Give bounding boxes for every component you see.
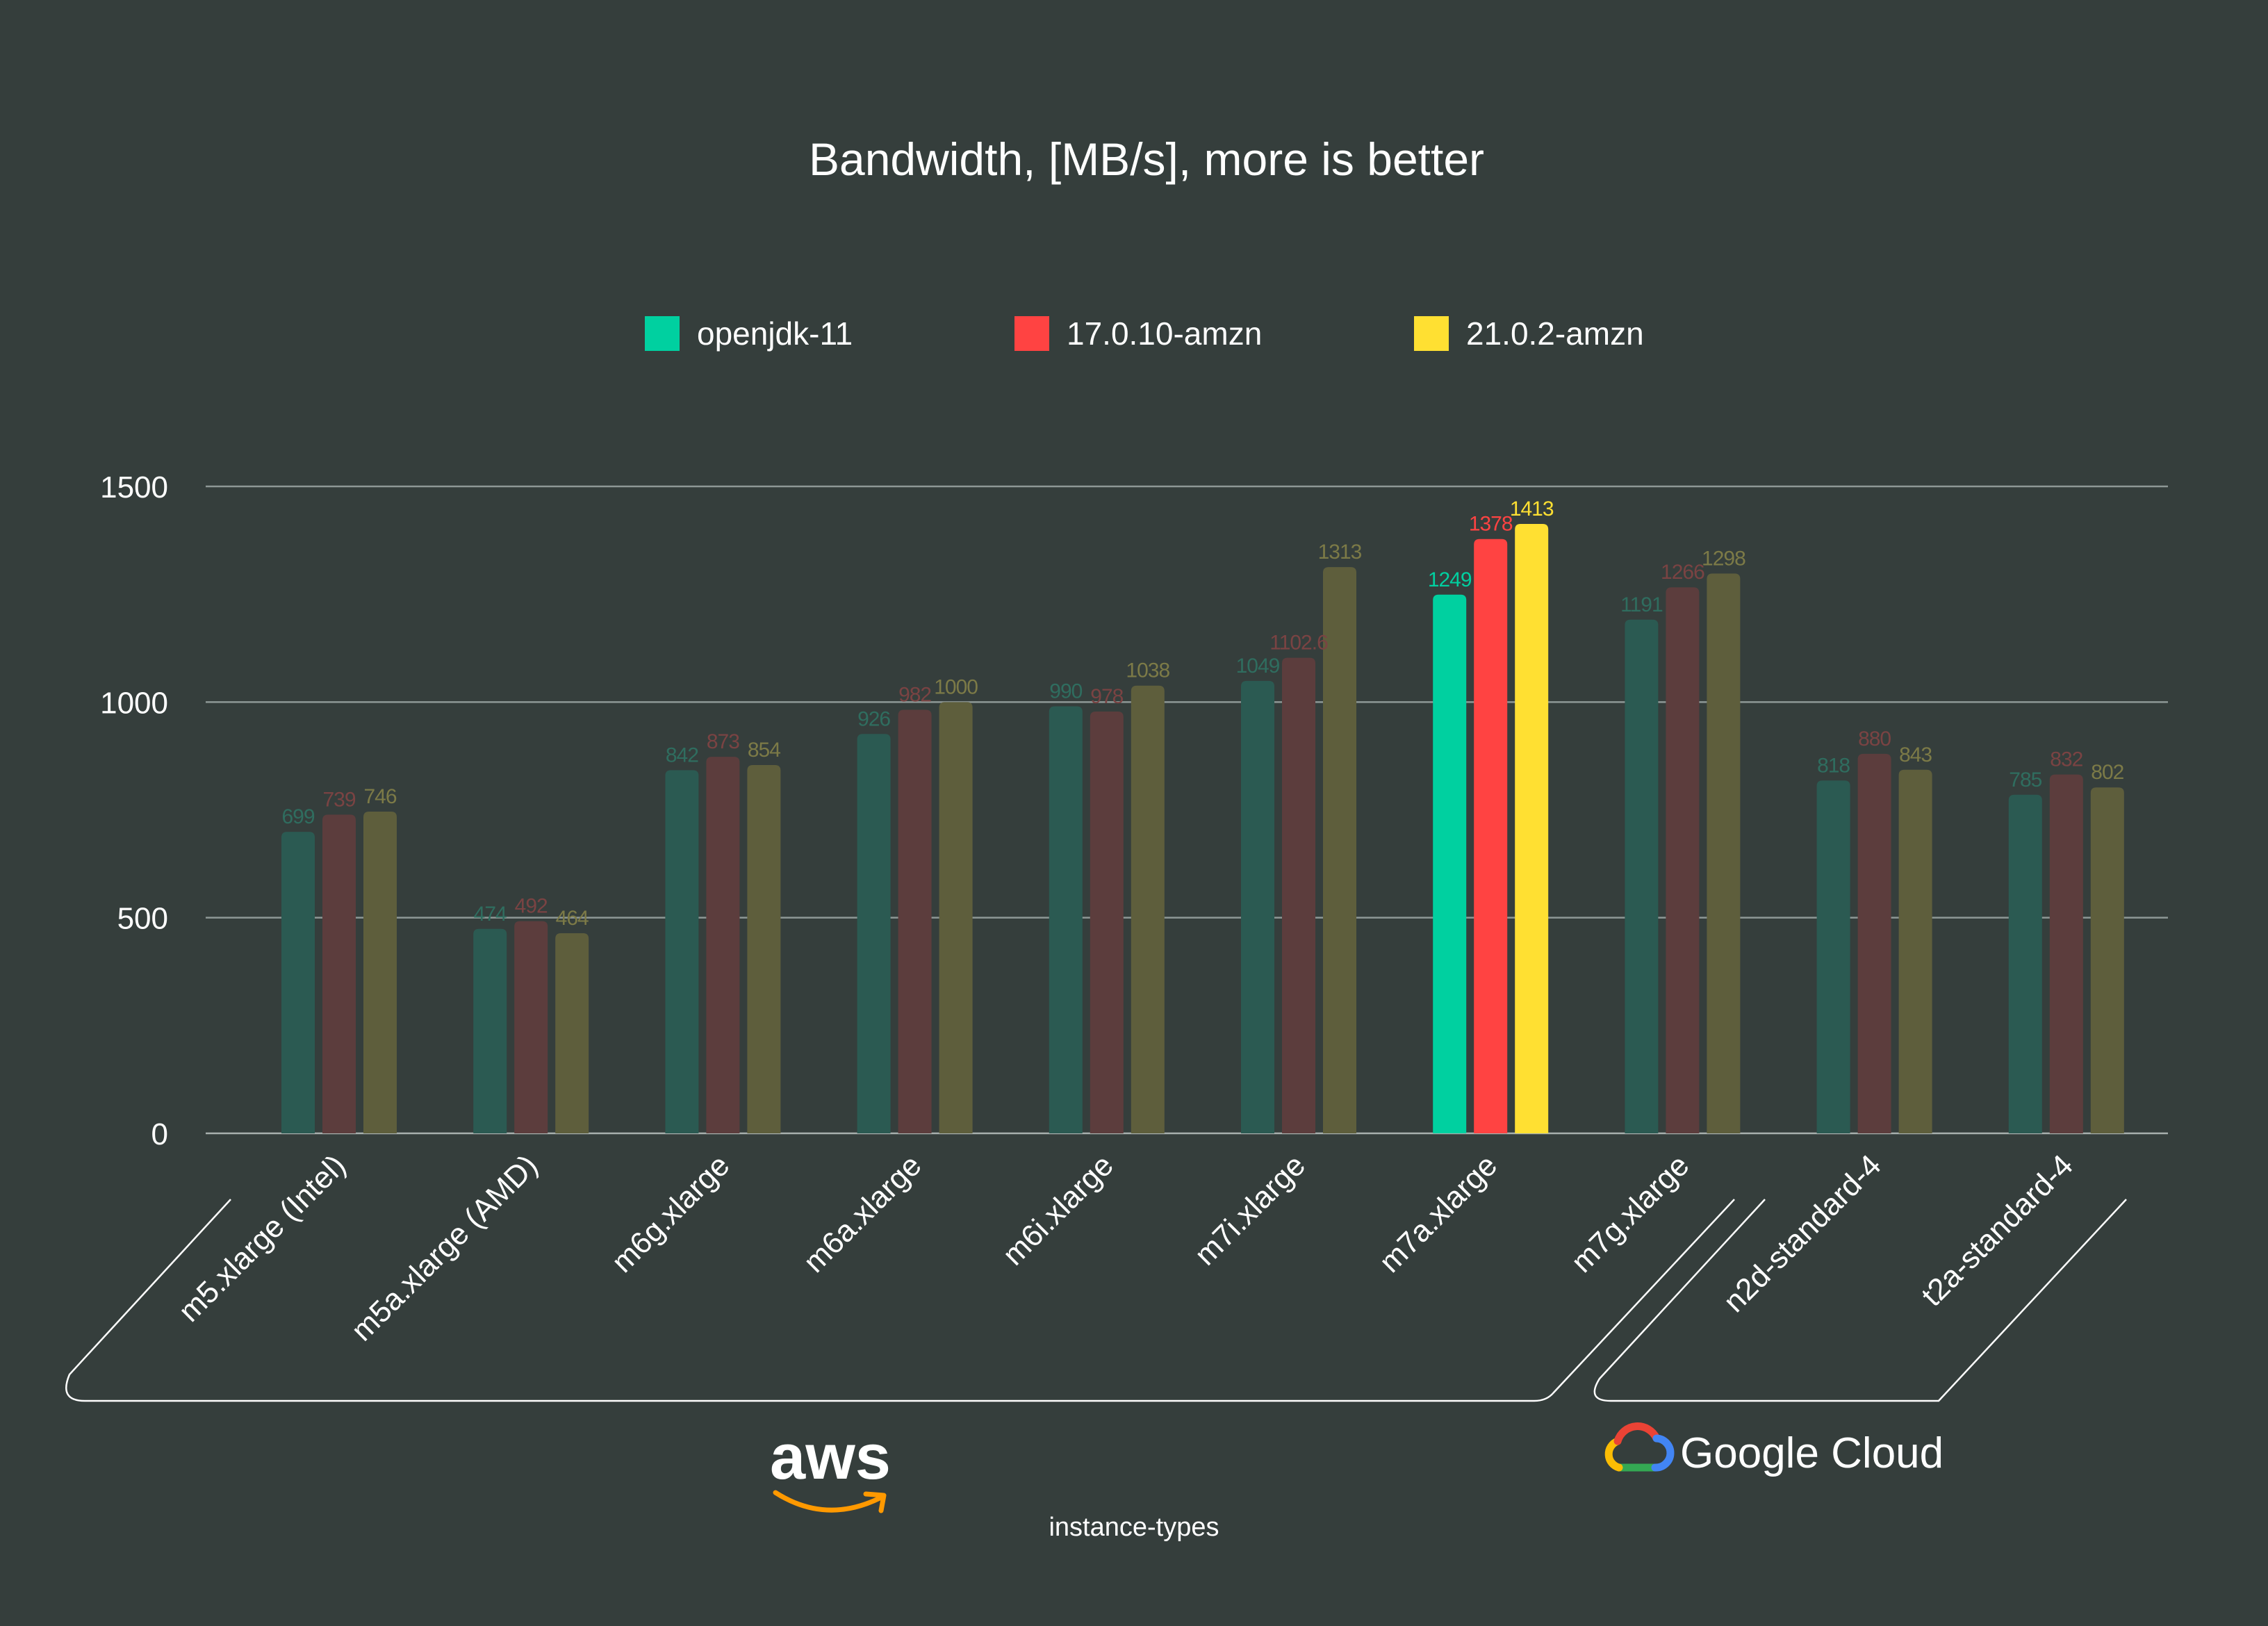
value-label: 1413 bbox=[1510, 498, 1554, 520]
value-label: 746 bbox=[363, 785, 396, 808]
legend-label: 21.0.2-amzn bbox=[1466, 315, 1644, 352]
bar bbox=[939, 702, 973, 1133]
bar bbox=[898, 709, 932, 1133]
value-label: 978 bbox=[1090, 685, 1123, 708]
value-label: 1378 bbox=[1469, 513, 1513, 536]
chart-title: Bandwidth, [MB/s], more is better bbox=[809, 133, 1484, 185]
value-label: 492 bbox=[515, 895, 548, 918]
legend-label: openjdk-11 bbox=[697, 315, 853, 352]
category-label: n2d-standard-4 bbox=[1717, 1148, 1888, 1319]
bar bbox=[2008, 794, 2042, 1133]
bar bbox=[2090, 787, 2124, 1133]
category-label: m7i.xlarge bbox=[1188, 1148, 1312, 1272]
value-label: 699 bbox=[281, 805, 314, 828]
value-label: 464 bbox=[556, 907, 589, 930]
category-label: m6i.xlarge bbox=[996, 1148, 1120, 1272]
value-label: 474 bbox=[474, 903, 507, 926]
aws-arrow-icon bbox=[863, 1491, 887, 1513]
category-label: t2a-standard-4 bbox=[1915, 1148, 2080, 1313]
bar bbox=[1666, 587, 1700, 1133]
bar bbox=[1898, 769, 1932, 1133]
aws-logo: aws bbox=[770, 1422, 891, 1513]
y-tick-label: 0 bbox=[151, 1117, 168, 1151]
bar bbox=[1707, 573, 1741, 1133]
value-label: 785 bbox=[2009, 769, 2041, 791]
svg-text:Google Cloud: Google Cloud bbox=[1680, 1429, 1944, 1477]
bar bbox=[1282, 657, 1315, 1133]
category-label: m6a.xlarge bbox=[797, 1148, 928, 1279]
bar bbox=[1433, 594, 1467, 1133]
y-tick-label: 1500 bbox=[100, 470, 168, 504]
value-label: 802 bbox=[2091, 761, 2123, 784]
x-axis-categories: m5.xlarge (Intel)m5a.xlarge (AMD) m6g.xla… bbox=[172, 1148, 2080, 1347]
bar bbox=[1131, 685, 1165, 1133]
value-label: 1049 bbox=[1236, 655, 1280, 678]
bar bbox=[857, 734, 891, 1133]
y-axis-ticks: 0 500 1000 1500 bbox=[100, 470, 168, 1151]
legend-swatch bbox=[1414, 316, 1449, 351]
bar bbox=[473, 928, 507, 1133]
aws-smile-icon bbox=[773, 1490, 882, 1513]
bar bbox=[706, 757, 740, 1133]
value-label: 854 bbox=[748, 739, 780, 762]
bar bbox=[281, 832, 315, 1133]
value-label: 873 bbox=[707, 730, 739, 753]
bar bbox=[665, 770, 699, 1133]
google-cloud-icon bbox=[1604, 1422, 1675, 1472]
legend-swatch bbox=[1014, 316, 1049, 351]
value-label: 1249 bbox=[1428, 568, 1472, 591]
value-label: 818 bbox=[1817, 754, 1850, 777]
bar bbox=[1474, 539, 1508, 1133]
value-label: 982 bbox=[898, 684, 931, 707]
value-label: 1038 bbox=[1126, 659, 1169, 682]
value-label: 1298 bbox=[1702, 547, 1745, 570]
y-tick-label: 1000 bbox=[100, 686, 168, 720]
legend-swatch bbox=[645, 316, 680, 351]
category-label: m5a.xlarge (AMD) bbox=[345, 1148, 544, 1347]
bar bbox=[555, 933, 589, 1133]
bar bbox=[1515, 523, 1549, 1133]
bar bbox=[1090, 711, 1124, 1133]
value-label: 926 bbox=[857, 707, 890, 730]
bar bbox=[1241, 680, 1274, 1133]
value-label: 1000 bbox=[934, 675, 978, 698]
svg-text:aws: aws bbox=[770, 1422, 891, 1493]
bar bbox=[1625, 619, 1659, 1133]
value-labels: 699 739 746 474 492 464 842 873 854 926 982 1000 990… bbox=[281, 498, 2124, 930]
aws-group-bracket bbox=[65, 1199, 1735, 1402]
bar bbox=[363, 811, 397, 1133]
google-cloud-logo: Google Cloud bbox=[1604, 1422, 1944, 1477]
value-label: 832 bbox=[2050, 748, 2082, 771]
bar bbox=[747, 764, 781, 1133]
value-label: 1313 bbox=[1318, 541, 1362, 564]
x-axis-label: instance-types bbox=[1049, 1513, 1219, 1542]
bar bbox=[1323, 567, 1356, 1133]
bar bbox=[322, 814, 356, 1133]
category-label: m7g.xlarge bbox=[1565, 1148, 1696, 1279]
value-label: 990 bbox=[1049, 680, 1082, 703]
category-label: m5.xlarge (Intel) bbox=[172, 1148, 352, 1328]
category-label: m6g.xlarge bbox=[605, 1148, 737, 1279]
value-label: 739 bbox=[322, 788, 355, 811]
category-label: m7a.xlarge bbox=[1373, 1148, 1504, 1279]
value-label: 880 bbox=[1858, 728, 1891, 750]
legend: openjdk-11 17.0.10-amzn 21.0.2-amzn bbox=[645, 315, 1644, 352]
google-cloud-group-bracket bbox=[1593, 1199, 2127, 1402]
bar bbox=[514, 921, 548, 1133]
bar bbox=[1049, 706, 1083, 1133]
value-label: 1102.6 bbox=[1269, 632, 1328, 655]
bar bbox=[1857, 753, 1891, 1133]
value-label: 1266 bbox=[1661, 561, 1704, 584]
bar bbox=[2049, 774, 2083, 1133]
bar bbox=[1816, 780, 1850, 1133]
y-tick-label: 500 bbox=[117, 902, 168, 936]
value-label: 843 bbox=[1899, 744, 1932, 766]
value-label: 1191 bbox=[1620, 593, 1663, 616]
bars bbox=[281, 523, 2124, 1133]
value-label: 842 bbox=[666, 744, 698, 766]
legend-label: 17.0.10-amzn bbox=[1067, 315, 1262, 352]
